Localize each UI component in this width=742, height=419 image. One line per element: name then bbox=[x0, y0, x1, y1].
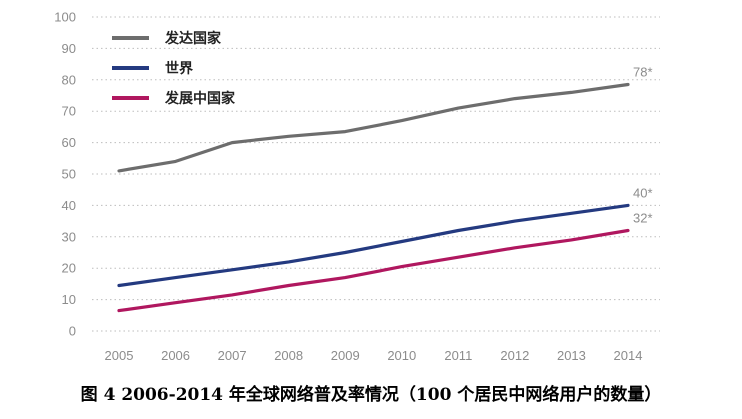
x-tick-label: 2010 bbox=[387, 348, 416, 363]
y-tick-label: 30 bbox=[62, 229, 76, 244]
series-line bbox=[117, 82, 630, 173]
y-tick-label: 10 bbox=[62, 292, 76, 307]
y-tick-label: 70 bbox=[62, 104, 76, 119]
y-tick-label: 80 bbox=[62, 72, 76, 87]
figure-caption: 图 4 2006-2014 年全球网络普及率情况（100 个居民中网络用户的数量… bbox=[80, 385, 662, 405]
y-tick-label: 50 bbox=[62, 167, 76, 182]
y-tick-label: 100 bbox=[54, 10, 76, 25]
end-labels: 78* 40* 32* bbox=[633, 65, 653, 226]
series-end-label: 40* bbox=[633, 185, 653, 200]
series-line bbox=[117, 228, 630, 313]
series-line bbox=[117, 203, 630, 288]
legend-label: 发达国家 bbox=[164, 30, 222, 47]
x-tick-label: 2011 bbox=[444, 348, 472, 363]
x-tick-label: 2013 bbox=[557, 348, 586, 363]
x-tick-label: 2005 bbox=[105, 348, 134, 363]
y-axis-ticks: 0 10 20 30 40 50 60 70 80 90 100 bbox=[54, 10, 76, 339]
x-tick-label: 2008 bbox=[274, 348, 303, 363]
series-lines bbox=[117, 82, 630, 313]
y-tick-label: 60 bbox=[62, 135, 76, 150]
y-tick-label: 90 bbox=[62, 41, 76, 56]
legend-label: 发展中国家 bbox=[164, 90, 236, 107]
x-tick-label: 2012 bbox=[500, 348, 529, 363]
x-axis-ticks: 2005 2006 2007 2008 2009 2010 2011 2012 2013 2014 bbox=[105, 348, 643, 363]
x-tick-label: 2006 bbox=[161, 348, 190, 363]
x-tick-label: 2007 bbox=[218, 348, 247, 363]
series-end-label: 32* bbox=[633, 211, 653, 226]
x-tick-label: 2009 bbox=[331, 348, 360, 363]
x-tick-label: 2014 bbox=[614, 348, 643, 363]
series-end-label: 78* bbox=[633, 65, 653, 80]
y-tick-label: 40 bbox=[62, 198, 76, 213]
legend-label: 世界 bbox=[165, 60, 194, 77]
y-tick-label: 0 bbox=[69, 324, 76, 339]
y-tick-label: 20 bbox=[62, 261, 76, 276]
